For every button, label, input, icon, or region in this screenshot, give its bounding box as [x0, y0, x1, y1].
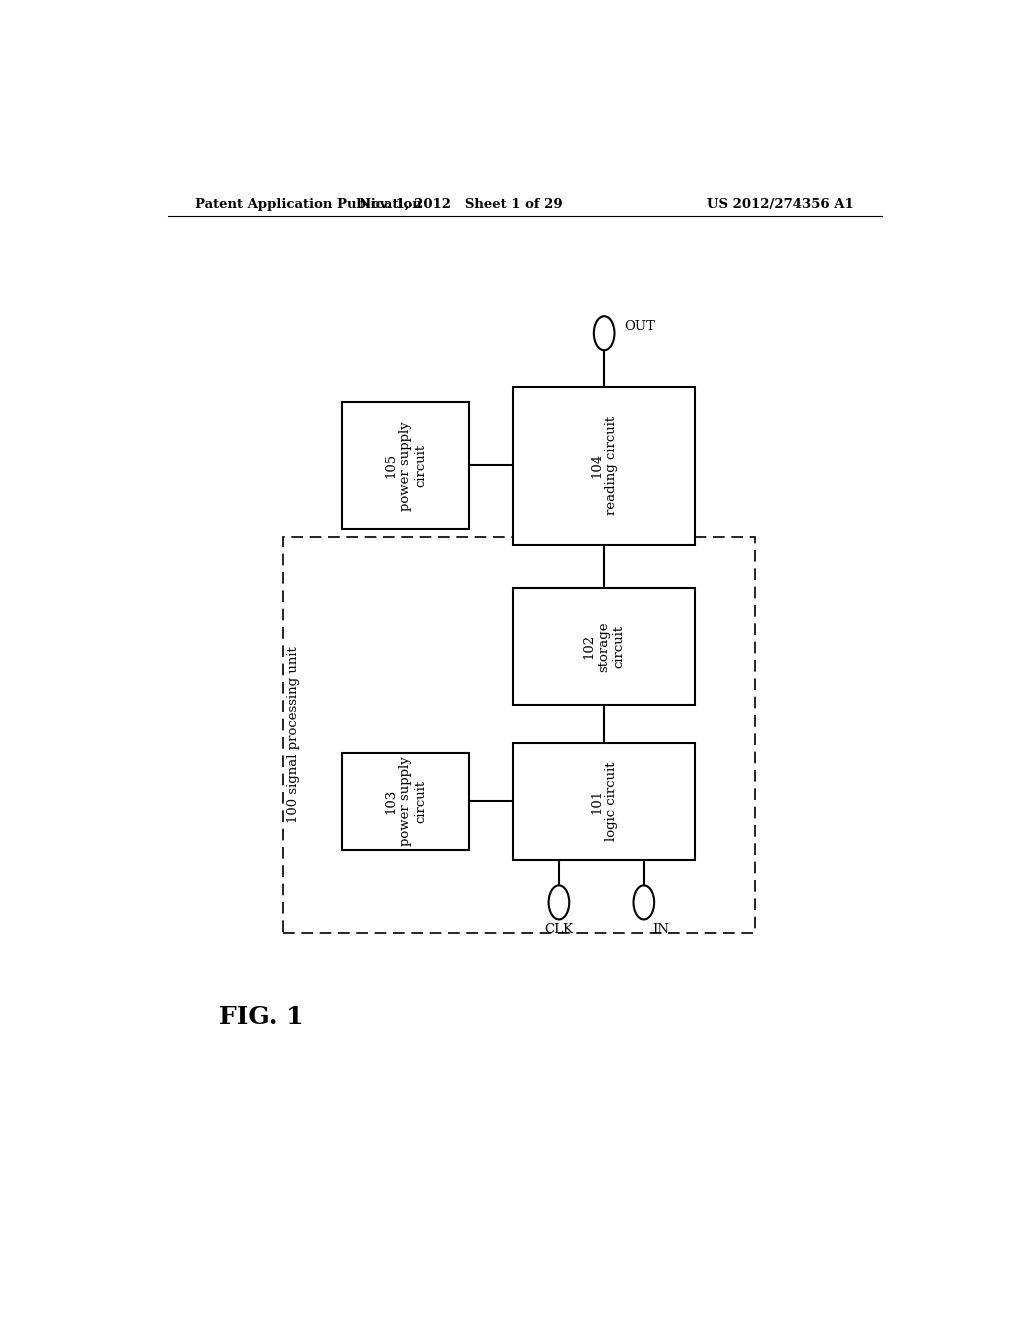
Ellipse shape: [549, 886, 569, 920]
Ellipse shape: [634, 886, 654, 920]
Text: OUT: OUT: [624, 319, 655, 333]
Text: Nov. 1, 2012   Sheet 1 of 29: Nov. 1, 2012 Sheet 1 of 29: [359, 198, 563, 211]
Text: CLK: CLK: [545, 923, 573, 936]
Text: 102
storage
circuit: 102 storage circuit: [583, 622, 626, 672]
Text: Patent Application Publication: Patent Application Publication: [196, 198, 422, 211]
Text: 100 signal processing unit: 100 signal processing unit: [287, 647, 300, 824]
Text: IN: IN: [652, 923, 669, 936]
Bar: [342, 403, 469, 529]
Text: 105
power supply
circuit: 105 power supply circuit: [384, 421, 427, 511]
Bar: [342, 752, 469, 850]
Text: 101
logic circuit: 101 logic circuit: [590, 762, 618, 841]
Bar: [513, 387, 695, 545]
Bar: [283, 536, 755, 933]
Bar: [513, 589, 695, 705]
Text: 103
power supply
circuit: 103 power supply circuit: [384, 756, 427, 846]
Text: US 2012/274356 A1: US 2012/274356 A1: [708, 198, 854, 211]
Text: FIG. 1: FIG. 1: [219, 1006, 304, 1030]
Text: 104
reading circuit: 104 reading circuit: [590, 416, 618, 515]
Ellipse shape: [594, 317, 614, 350]
Bar: [513, 743, 695, 859]
